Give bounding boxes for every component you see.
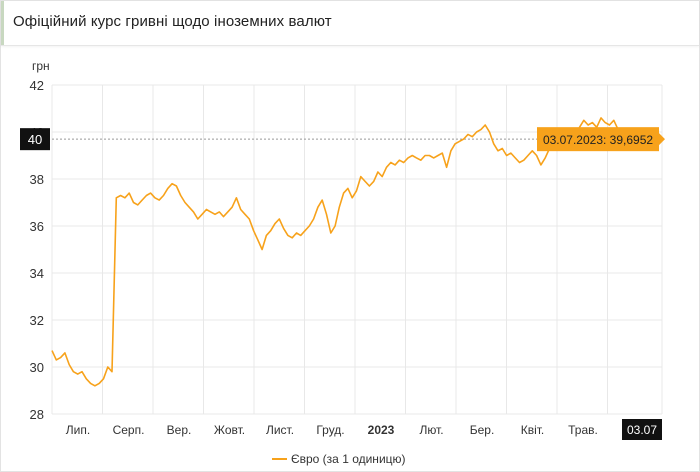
y-tick-label: 36: [30, 219, 44, 234]
x-tick-label: Вер.: [167, 423, 192, 437]
x-axis-ticks: Лип. Серп. Вер. Жовт. Лист. Груд. 2023 Лют. Бер.…: [66, 423, 598, 437]
x-tick-label: Бер.: [470, 423, 495, 437]
tooltip-text: 03.07.2023: 39,6952: [543, 133, 653, 147]
y-tick-label: 28: [30, 407, 44, 422]
card-header: Офіційний курс гривні щодо іноземних вал…: [1, 1, 699, 46]
y-tick-label: 32: [30, 313, 44, 328]
header-accent-bar: [1, 1, 4, 45]
crosshair-x-label: 03.07: [622, 419, 662, 440]
y-tick-label: 42: [30, 78, 44, 93]
legend[interactable]: Євро (за 1 одиницю): [272, 452, 406, 466]
legend-label[interactable]: Євро (за 1 одиницю): [291, 452, 406, 466]
crosshair-x-label-text: 03.07: [627, 423, 657, 437]
tooltip: 03.07.2023: 39,6952: [537, 127, 665, 152]
x-tick-label: Груд.: [316, 423, 344, 437]
x-tick-label: Трав.: [568, 423, 598, 437]
tooltip-arrow: [659, 133, 665, 146]
x-tick-label: 2023: [368, 423, 395, 437]
y-tick-label: 30: [30, 360, 44, 375]
crosshair-y-label-text: 40: [28, 132, 42, 147]
x-tick-label: Лист.: [266, 423, 294, 437]
y-tick-label: 34: [30, 266, 44, 281]
x-tick-label: Лип.: [66, 423, 90, 437]
crosshair-y-label: 40: [20, 128, 50, 151]
y-tick-label: 38: [30, 172, 44, 187]
card-title: Офіційний курс гривні щодо іноземних вал…: [13, 13, 332, 30]
y-axis-unit: грн: [32, 59, 50, 73]
x-tick-label: Лют.: [419, 423, 443, 437]
crosshair-y-label-bg: [20, 128, 50, 151]
tooltip-bg: [537, 127, 659, 152]
crosshair-x-label-bg: [622, 419, 662, 440]
x-tick-label: Квіт.: [521, 423, 545, 437]
series-line-euro[interactable]: [51, 117, 662, 387]
x-tick-label: Серп.: [113, 423, 145, 437]
x-tick-label: Жовт.: [214, 423, 245, 437]
